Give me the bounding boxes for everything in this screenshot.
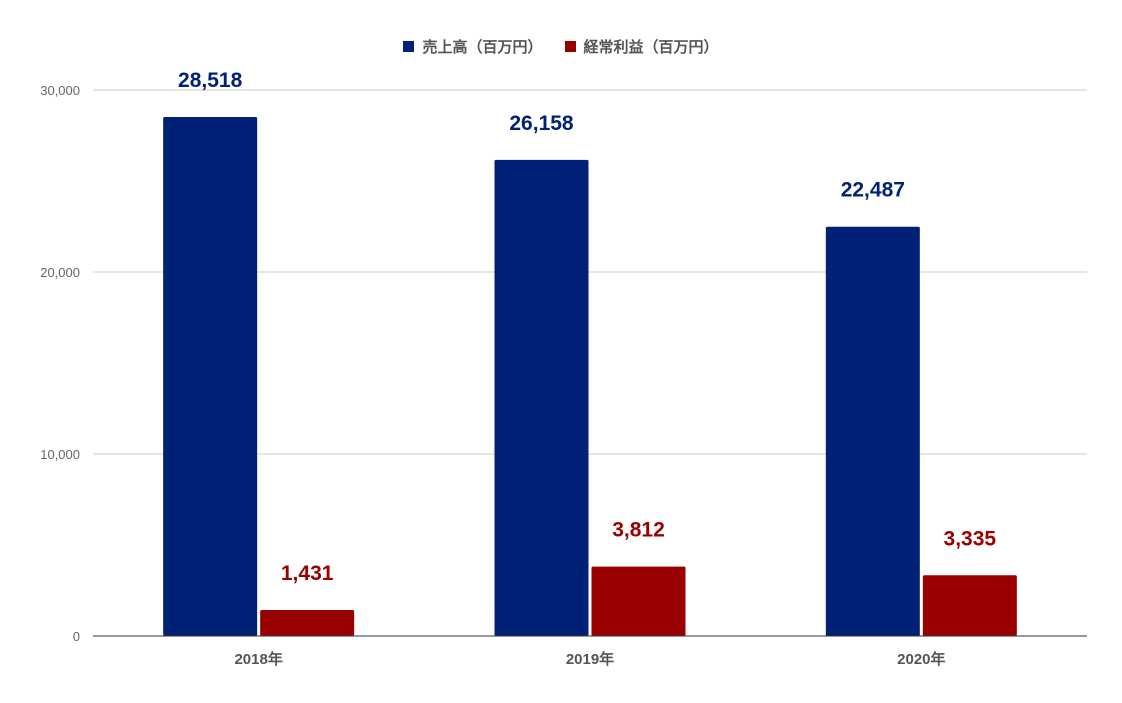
y-tick-label: 30,000	[40, 83, 80, 98]
bar-sales	[825, 226, 920, 636]
y-tick-label: 10,000	[40, 447, 80, 462]
y-tick-label: 0	[73, 629, 80, 644]
legend-label-sales: 売上高（百万円）	[422, 39, 543, 56]
x-tick-label: 2018年	[234, 650, 282, 668]
data-label-sales: 28,518	[178, 69, 243, 92]
bar-profit	[260, 609, 355, 636]
bar-sales	[163, 116, 258, 636]
legend-swatch-sales	[403, 41, 415, 52]
data-label-sales: 26,158	[509, 112, 574, 135]
legend-label-profit: 経常利益（百万円）	[583, 39, 719, 56]
y-tick-label: 20,000	[40, 265, 80, 280]
bar-sales	[494, 159, 589, 637]
legend-swatch-profit	[564, 41, 576, 52]
bar-profit	[591, 566, 686, 636]
legend-item-sales: 売上高（百万円）	[403, 36, 543, 57]
x-tick-label: 2020年	[897, 650, 945, 668]
data-label-profit: 3,335	[944, 527, 997, 550]
bar-profit	[922, 575, 1017, 636]
legend: 売上高（百万円） 経常利益（百万円）	[0, 36, 1122, 57]
legend-item-profit: 経常利益（百万円）	[564, 36, 719, 57]
x-tick-label: 2019年	[566, 650, 614, 668]
data-label-profit: 1,431	[281, 562, 334, 585]
data-label-profit: 3,812	[612, 519, 665, 542]
data-label-sales: 22,487	[841, 179, 905, 202]
